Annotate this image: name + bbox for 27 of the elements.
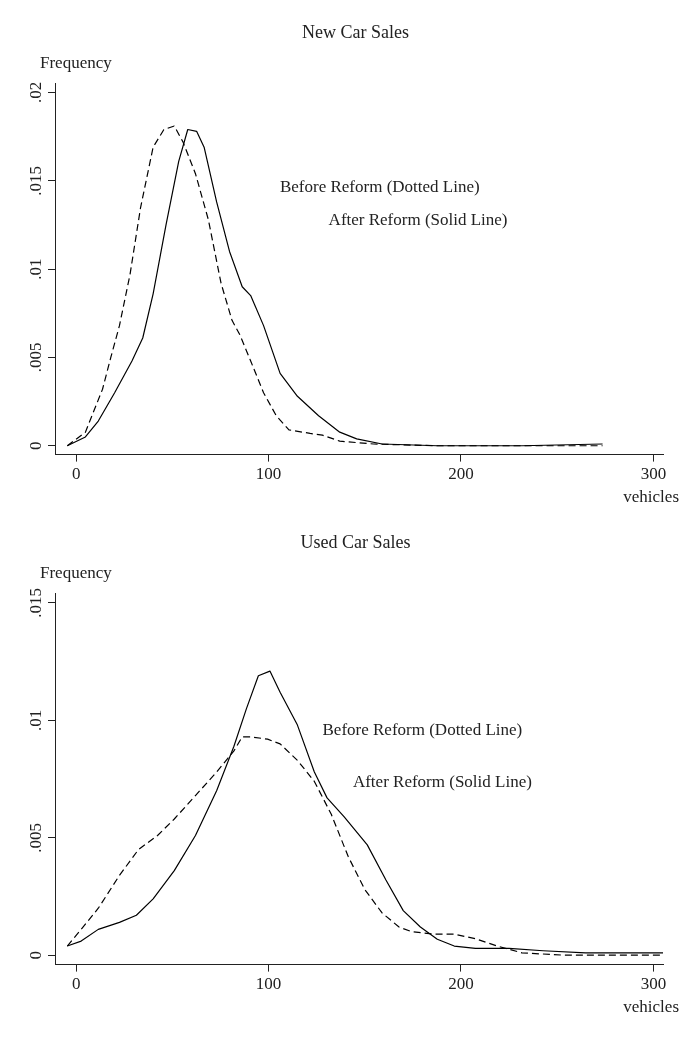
x-tick-label: 100 bbox=[255, 464, 282, 484]
x-tick-label: 200 bbox=[448, 974, 474, 994]
chart-title: Used Car Sales bbox=[300, 531, 411, 552]
y-tick-label: 0 bbox=[25, 441, 45, 451]
annotation: After Reform (Solid Line) bbox=[328, 210, 508, 230]
x-axis-title: vehicles bbox=[623, 486, 679, 506]
chart-title: New Car Sales bbox=[302, 21, 409, 42]
annotation: Before Reform (Dotted Line) bbox=[279, 176, 480, 196]
y-axis-title: Frequency bbox=[40, 562, 113, 582]
y-tick-label: .005 bbox=[25, 822, 45, 853]
y-tick-label: 0 bbox=[25, 950, 45, 960]
y-axis-title: Frequency bbox=[40, 52, 113, 72]
annotation: Before Reform (Dotted Line) bbox=[322, 720, 523, 740]
y-tick-label: .015 bbox=[25, 165, 45, 196]
x-tick-label: 0 bbox=[71, 974, 81, 994]
y-tick-label: .005 bbox=[25, 342, 45, 373]
annotation: After Reform (Solid Line) bbox=[352, 772, 532, 792]
x-tick-label: 0 bbox=[71, 464, 81, 484]
x-tick-label: 300 bbox=[640, 974, 667, 994]
x-tick-label: 300 bbox=[640, 464, 667, 484]
x-tick-label: 200 bbox=[448, 464, 474, 484]
x-axis-title: vehicles bbox=[623, 996, 679, 1016]
x-tick-label: 100 bbox=[255, 974, 282, 994]
y-tick-label: .01 bbox=[25, 709, 45, 732]
y-tick-label: .015 bbox=[25, 588, 45, 618]
y-tick-label: .02 bbox=[25, 81, 45, 104]
y-tick-label: .01 bbox=[25, 258, 45, 280]
